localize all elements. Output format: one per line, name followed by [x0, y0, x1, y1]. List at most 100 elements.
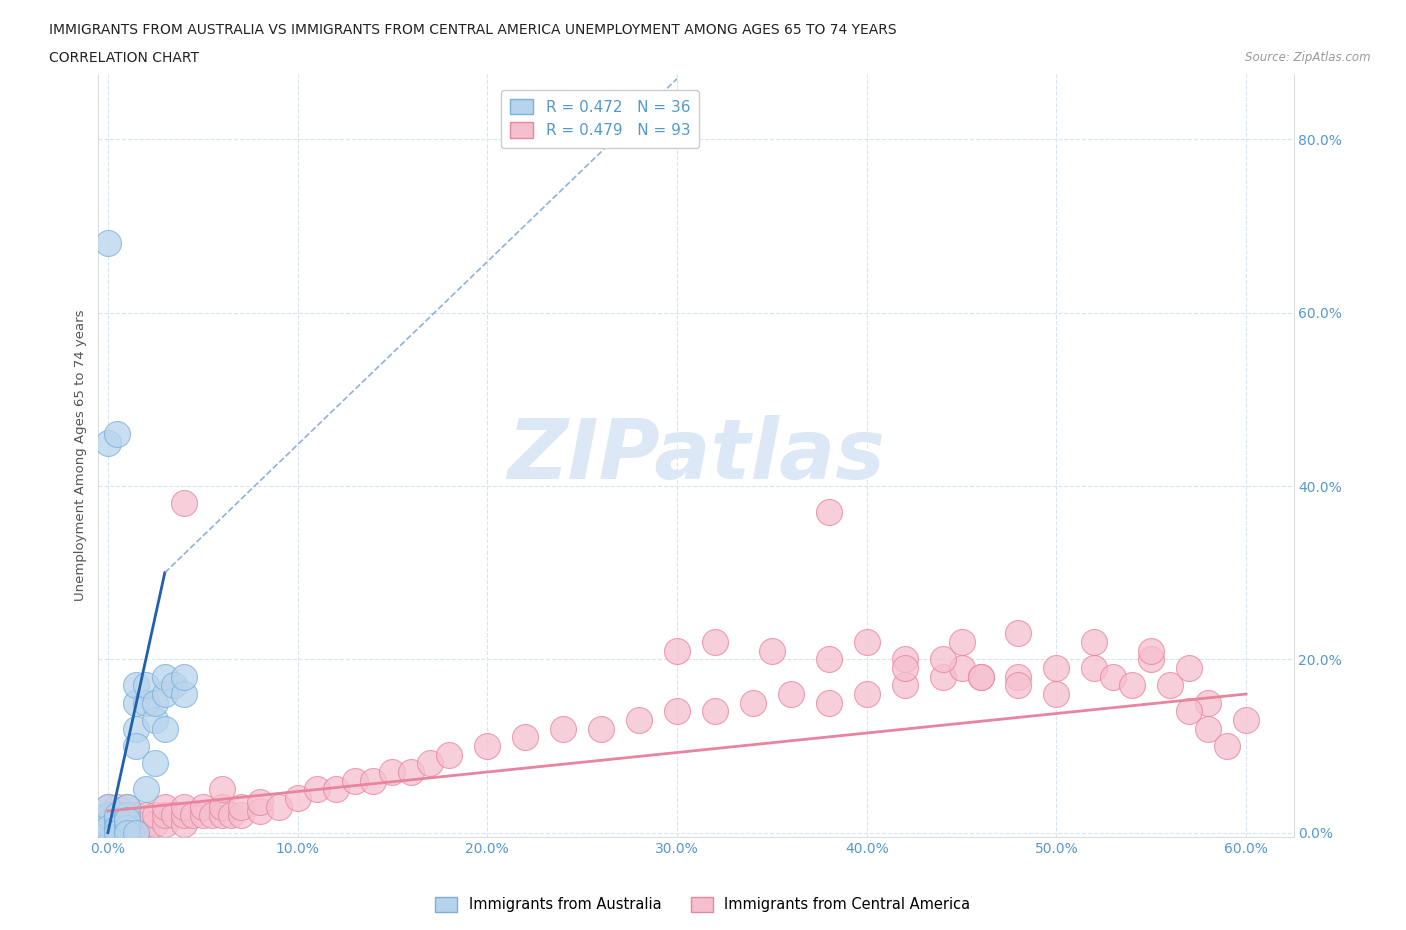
Point [591, 722, 613, 737]
Point [893, 678, 915, 693]
Y-axis label: Unemployment Among Ages 65 to 74 years: Unemployment Among Ages 65 to 74 years [75, 310, 87, 602]
Point [628, 712, 651, 727]
Point [817, 652, 839, 667]
Point [115, 808, 138, 823]
Point [893, 660, 915, 675]
Point [931, 670, 953, 684]
Point [703, 634, 725, 649]
Text: Source: ZipAtlas.com: Source: ZipAtlas.com [1246, 51, 1371, 64]
Point [115, 817, 138, 831]
Point [125, 678, 148, 693]
Point [143, 817, 166, 831]
Point [741, 696, 763, 711]
Point [817, 505, 839, 520]
Point [115, 799, 138, 814]
Point [153, 722, 176, 737]
Point [163, 808, 186, 823]
Point [1216, 738, 1239, 753]
Point [419, 756, 441, 771]
Point [1140, 652, 1163, 667]
Point [125, 817, 148, 831]
Point [477, 738, 499, 753]
Point [515, 730, 537, 745]
Point [439, 747, 461, 762]
Point [173, 496, 195, 511]
Point [115, 808, 138, 823]
Point [1007, 670, 1029, 684]
Point [105, 821, 128, 836]
Point [1197, 696, 1219, 711]
Point [666, 644, 689, 658]
Point [779, 686, 801, 701]
Point [125, 825, 148, 840]
Point [931, 652, 953, 667]
Point [153, 670, 176, 684]
Point [1007, 678, 1029, 693]
Point [115, 817, 138, 831]
Text: ZIPatlas: ZIPatlas [508, 415, 884, 497]
Point [115, 799, 138, 814]
Point [105, 427, 128, 442]
Point [363, 773, 385, 788]
Point [153, 799, 176, 814]
Point [125, 696, 148, 711]
Point [969, 670, 991, 684]
Point [211, 808, 233, 823]
Point [249, 804, 271, 818]
Point [1045, 660, 1067, 675]
Point [115, 825, 138, 840]
Point [855, 634, 877, 649]
Legend: Immigrants from Australia, Immigrants from Central America: Immigrants from Australia, Immigrants fr… [430, 891, 976, 918]
Point [817, 696, 839, 711]
Legend: R = 0.472   N = 36, R = 0.479   N = 93: R = 0.472 N = 36, R = 0.479 N = 93 [502, 89, 699, 148]
Point [135, 825, 157, 840]
Point [105, 812, 128, 827]
Point [143, 756, 166, 771]
Point [191, 799, 214, 814]
Point [267, 799, 290, 814]
Point [105, 825, 128, 840]
Point [305, 782, 328, 797]
Point [153, 808, 176, 823]
Point [703, 704, 725, 719]
Point [761, 644, 783, 658]
Point [201, 808, 224, 823]
Point [135, 678, 157, 693]
Point [381, 764, 404, 779]
Point [219, 808, 242, 823]
Point [105, 799, 128, 814]
Point [287, 790, 309, 805]
Point [1234, 712, 1257, 727]
Point [249, 795, 271, 810]
Point [1178, 660, 1201, 675]
Point [115, 825, 138, 840]
Point [211, 799, 233, 814]
Point [105, 817, 128, 831]
Point [153, 686, 176, 701]
Point [343, 773, 366, 788]
Point [173, 799, 195, 814]
Point [153, 817, 176, 831]
Point [1083, 634, 1105, 649]
Point [1083, 660, 1105, 675]
Point [135, 696, 157, 711]
Point [950, 634, 973, 649]
Point [125, 722, 148, 737]
Point [97, 435, 120, 450]
Point [97, 808, 120, 823]
Point [97, 799, 120, 814]
Point [97, 808, 120, 823]
Point [97, 817, 120, 831]
Point [325, 782, 347, 797]
Point [191, 808, 214, 823]
Point [173, 686, 195, 701]
Point [97, 236, 120, 251]
Point [135, 817, 157, 831]
Point [1197, 722, 1219, 737]
Point [1121, 678, 1143, 693]
Point [135, 782, 157, 797]
Point [143, 696, 166, 711]
Point [855, 686, 877, 701]
Point [143, 808, 166, 823]
Point [666, 704, 689, 719]
